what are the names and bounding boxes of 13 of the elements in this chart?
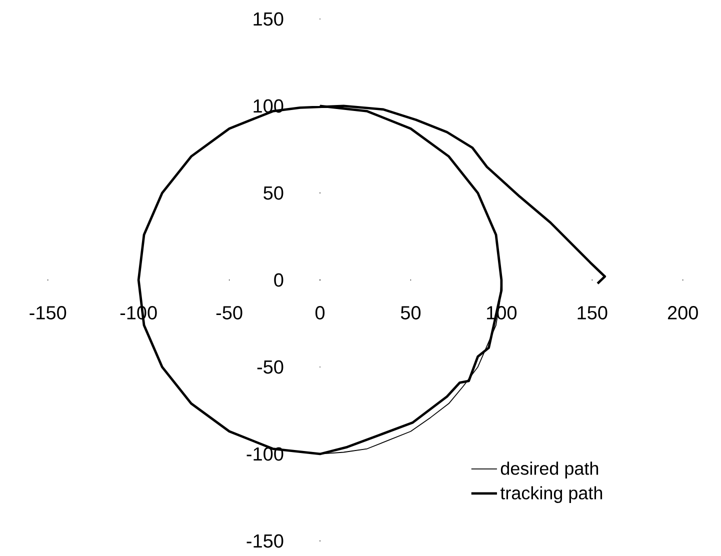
y-tick-label: 0: [274, 273, 284, 287]
x-tick-label: 200: [668, 306, 698, 320]
y-tick-label: -150: [246, 534, 284, 548]
y-tick-label: 150: [254, 12, 284, 26]
legend-label: tracking path: [500, 486, 602, 503]
y-tick-label: -50: [257, 360, 284, 374]
x-tick-label: -150: [30, 306, 66, 320]
x-tick-label: 150: [578, 306, 608, 320]
x-tick-label: 50: [400, 306, 421, 320]
x-tick-label: -50: [216, 306, 242, 320]
y-tick-label: 50: [264, 186, 284, 200]
legend-label: desired path: [500, 462, 598, 478]
x-tick-label: 0: [315, 306, 325, 320]
